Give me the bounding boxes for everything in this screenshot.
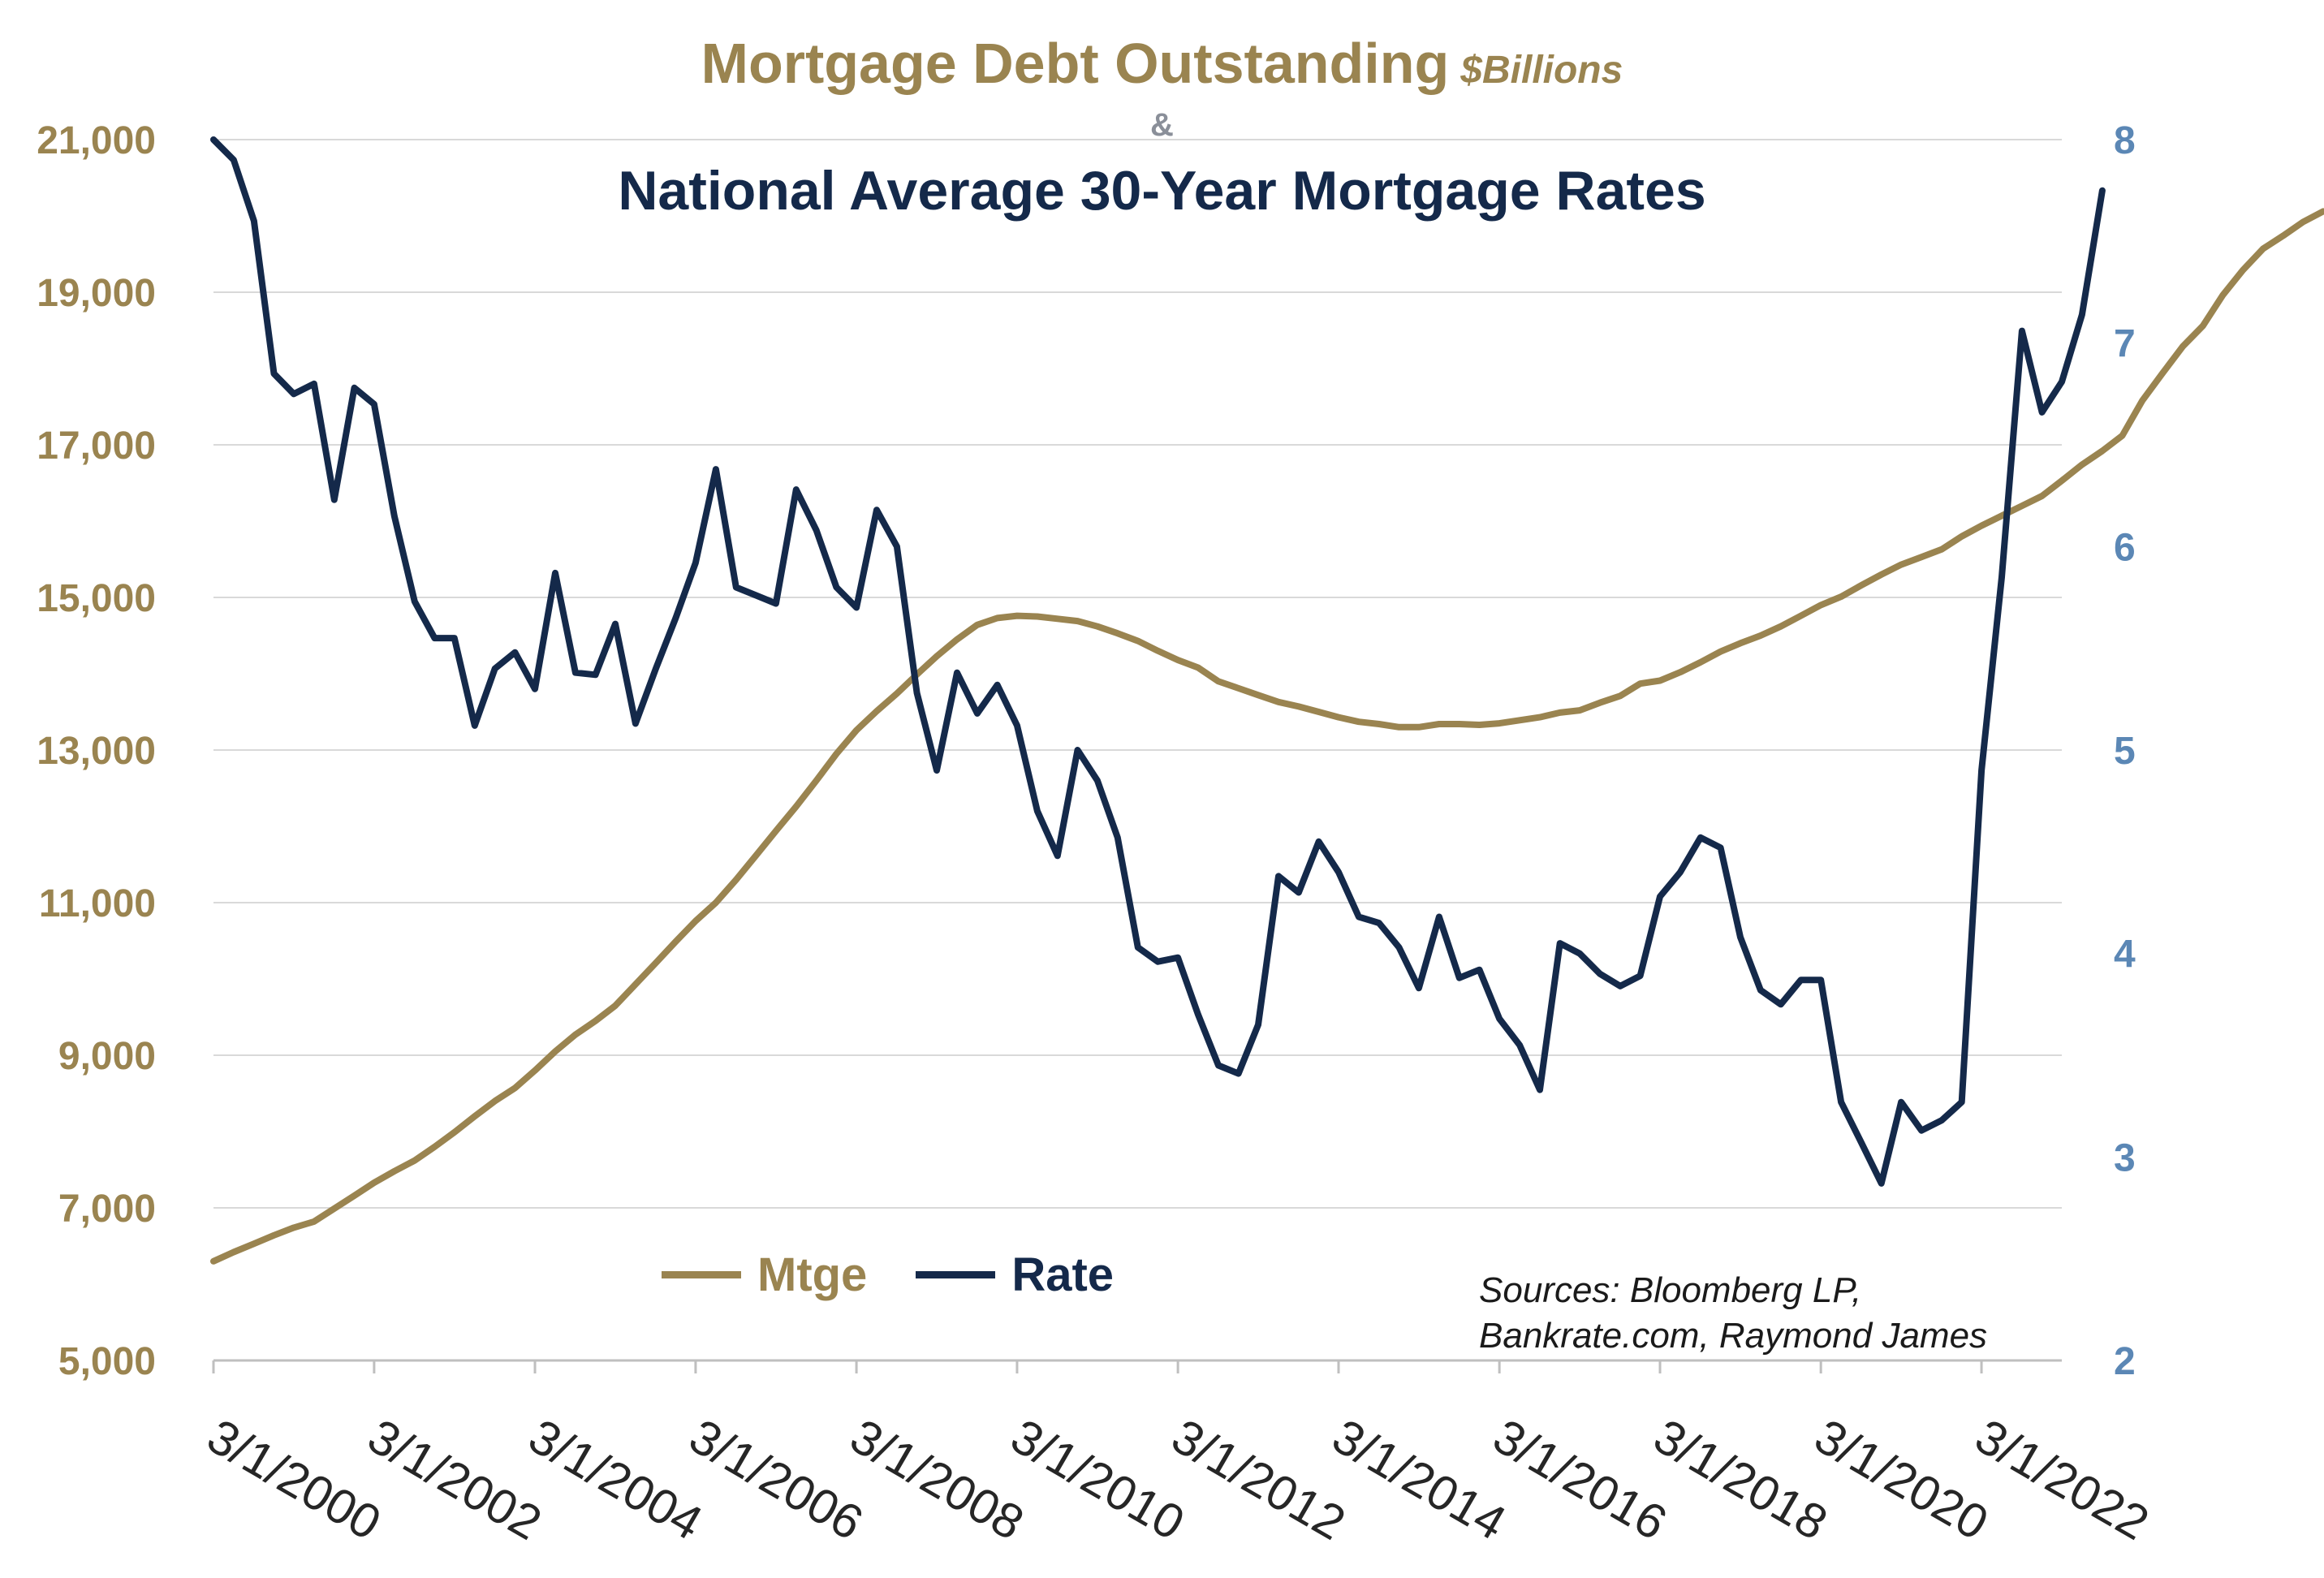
right-tick-label: 5 — [2114, 730, 2136, 773]
right-tick-label: 6 — [2114, 526, 2136, 569]
x-tick-label: 3/1/2010 — [1002, 1408, 1193, 1550]
right-tick-label: 7 — [2114, 323, 2136, 366]
left-tick-label: 15,000 — [37, 577, 156, 620]
sources-line-2: Bankrate.com, Raymond James — [1479, 1316, 1988, 1356]
x-tick-label: 3/1/2012 — [1163, 1408, 1355, 1550]
left-tick-label: 11,000 — [39, 882, 156, 925]
right-tick-label: 8 — [2114, 119, 2136, 162]
x-axis-tick-labels: 3/1/20003/1/20023/1/20043/1/20063/1/2008… — [199, 1408, 2158, 1550]
right-tick-label: 4 — [2114, 933, 2136, 977]
left-tick-label: 21,000 — [37, 119, 156, 162]
legend-label-mtge: Mtge — [757, 1248, 868, 1301]
x-tick-label: 3/1/2022 — [1967, 1408, 2158, 1550]
series-lines — [210, 136, 2324, 1265]
series-line-rate — [210, 136, 2106, 1187]
legend-swatch-rate — [916, 1270, 996, 1278]
series-line-mtge — [210, 208, 2324, 1265]
left-tick-label: 5,000 — [58, 1340, 156, 1383]
title-units: $Billions — [1460, 49, 1623, 92]
x-tick-label: 3/1/2004 — [520, 1408, 712, 1550]
right-axis-tick-labels: 2 3 4 5 6 7 8 — [2114, 119, 2136, 1383]
legend-label-rate: Rate — [1011, 1248, 1115, 1301]
sources-line-1: Sources: Bloomberg LP, — [1479, 1270, 1862, 1310]
title-connector: & — [1150, 107, 1174, 143]
legend-item-mtge: Mtge — [662, 1248, 867, 1302]
x-tick-label: 3/1/2002 — [359, 1408, 550, 1550]
x-tick-label: 3/1/2018 — [1645, 1408, 1837, 1550]
title-main: Mortgage Debt Outstanding — [701, 32, 1450, 95]
right-tick-label: 2 — [2114, 1340, 2136, 1383]
x-tick-label: 3/1/2014 — [1323, 1408, 1515, 1550]
left-tick-label: 19,000 — [37, 272, 156, 315]
chart-subtitle: National Average 30-Year Mortgage Rates — [618, 160, 1706, 222]
x-tick-label: 3/1/2008 — [842, 1408, 1033, 1550]
x-tick-label: 3/1/2000 — [199, 1408, 390, 1550]
axes — [212, 1359, 2062, 1373]
legend-swatch-mtge — [662, 1270, 741, 1278]
x-tick-label: 3/1/2016 — [1485, 1408, 1676, 1550]
left-axis-tick-labels: 5,000 7,000 9,000 11,000 13,000 15,000 17,000 1… — [37, 119, 156, 1383]
left-tick-label: 9,000 — [58, 1035, 156, 1078]
chart-title: Mortgage Debt Outstanding $Billions — [0, 31, 2324, 96]
gridlines — [213, 139, 2062, 1209]
x-tick-label: 3/1/2006 — [680, 1408, 872, 1550]
left-tick-label: 17,000 — [37, 425, 156, 468]
x-tick-label: 3/1/2020 — [1806, 1408, 1998, 1550]
right-tick-label: 3 — [2114, 1136, 2136, 1179]
legend: Mtge Rate — [662, 1246, 1162, 1303]
legend-item-rate: Rate — [916, 1248, 1114, 1302]
left-tick-label: 7,000 — [58, 1188, 156, 1231]
sources-note: Sources: Bloomberg LP, Bankrate.com, Ray… — [1479, 1268, 1987, 1359]
left-tick-label: 13,000 — [37, 730, 156, 773]
